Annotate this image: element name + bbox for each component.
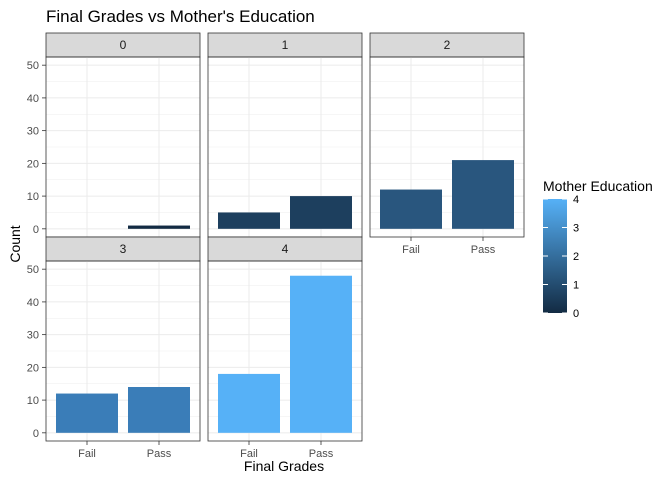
legend-tick-label: 2 (573, 251, 579, 263)
legend-tick-label: 4 (573, 194, 579, 206)
y-tick-label: 0 (33, 224, 39, 236)
facet-strip-label: 1 (282, 38, 289, 52)
y-tick-label: 50 (27, 60, 39, 72)
chart-title: Final Grades vs Mother's Education (46, 7, 315, 26)
legend-title: Mother Education (543, 178, 653, 194)
x-tick-label: Fail (240, 448, 258, 460)
bar (56, 393, 118, 433)
legend: Mother Education 0 1 2 3 4 (543, 178, 653, 320)
y-tick-label: 40 (27, 93, 39, 105)
facet-strip-label: 4 (282, 242, 289, 256)
x-tick-label: Pass (471, 244, 496, 256)
y-tick-label: 50 (27, 264, 39, 276)
facet-panel-1: 1 (207, 32, 363, 238)
y-tick-label: 20 (27, 158, 39, 170)
panel-border (207, 260, 363, 442)
legend-tick-label: 3 (573, 223, 579, 235)
y-tick-label: 30 (27, 126, 39, 138)
x-tick-label: Fail (78, 448, 96, 460)
bar (452, 160, 514, 229)
bar (218, 212, 280, 229)
y-tick-label: 0 (33, 428, 39, 440)
facet-strip-label: 2 (444, 38, 451, 52)
legend-tick-label: 1 (573, 280, 579, 292)
bar (290, 275, 352, 433)
y-tick-label: 10 (27, 191, 39, 203)
bar (218, 373, 280, 433)
bar (128, 387, 190, 433)
bar (128, 225, 190, 229)
y-tick-label: 40 (27, 297, 39, 309)
y-axis-title: Count (7, 225, 23, 262)
panel-border (45, 260, 201, 442)
facet-panel-4: 4 Fail Pass (207, 236, 363, 460)
x-axis-title: Final Grades (244, 458, 324, 474)
legend-tick-label: 0 (573, 308, 579, 320)
y-tick-label: 30 (27, 330, 39, 342)
bar (380, 189, 442, 229)
x-tick-label: Pass (309, 448, 334, 460)
x-tick-label: Fail (402, 244, 420, 256)
facet-strip (45, 32, 201, 58)
legend-ticks: 0 1 2 3 4 (543, 194, 579, 320)
bar (290, 196, 352, 229)
x-tick-label: Pass (147, 448, 172, 460)
y-tick-label: 10 (27, 395, 39, 407)
facet-strip-label: 3 (120, 242, 127, 256)
facet-strip (369, 32, 525, 58)
panel-border (369, 56, 525, 238)
facet-panel-2: 2 Fail Pass (369, 32, 525, 256)
y-tick-label: 20 (27, 362, 39, 374)
facet-strip-label: 0 (120, 38, 127, 52)
facet-panel-0: 0 0 10 20 30 40 50 (27, 32, 201, 238)
